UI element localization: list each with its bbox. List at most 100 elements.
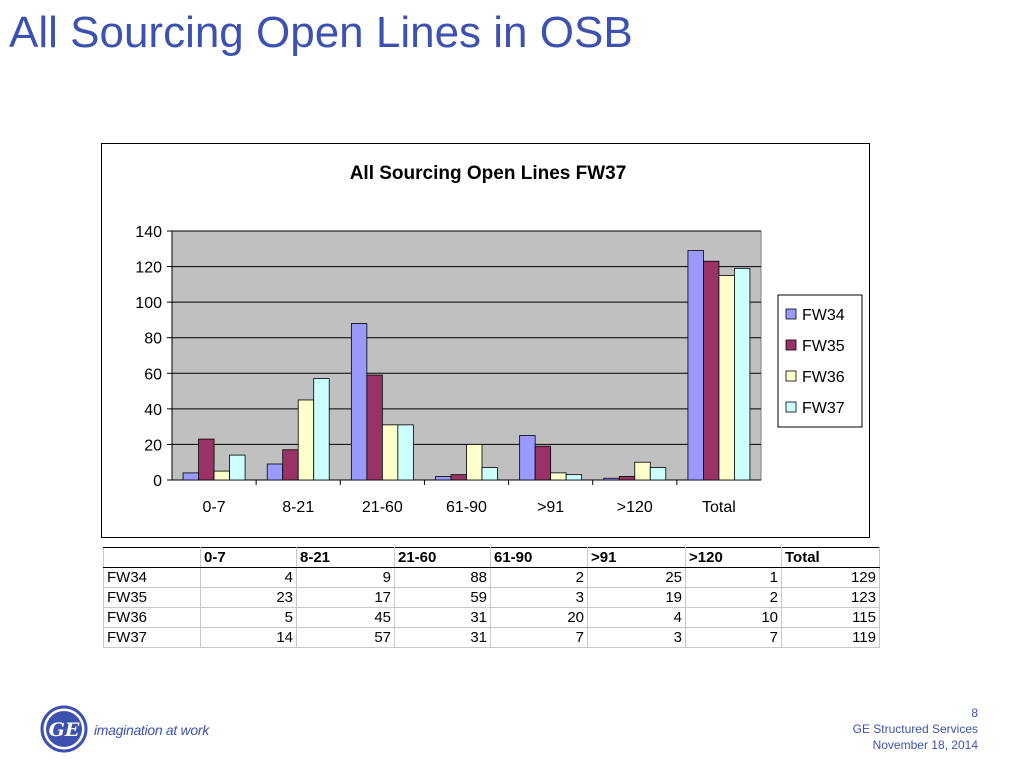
table-cell: 1: [685, 567, 782, 588]
table-cell: 10: [685, 607, 782, 628]
x-tick-label: >91: [537, 499, 564, 516]
bar-fw35-4: [534, 445, 552, 481]
bar-fw37-4: [565, 474, 583, 481]
plot-area: [171, 230, 762, 481]
row-label: FW35: [103, 587, 201, 608]
table-row: FW36 5 45 31 20 4 10 115: [103, 607, 880, 628]
row-label: FW37: [103, 627, 201, 648]
x-tick-label: 21-60: [362, 499, 403, 516]
slide-title: All Sourcing Open Lines in OSB: [9, 8, 633, 57]
column-header: >91: [587, 547, 686, 568]
table-cell: 45: [296, 607, 395, 628]
column-header: 0-7: [200, 547, 297, 568]
table-cell: 7: [685, 627, 782, 648]
column-header: >120: [685, 547, 782, 568]
column-header: 21-60: [394, 547, 491, 568]
company-name: GE Structured Services: [852, 722, 978, 736]
legend-swatch-fw36: [785, 370, 797, 382]
y-tick-label: 80: [144, 331, 162, 348]
table-cell: 4: [587, 607, 686, 628]
bar-fw37-2: [397, 424, 414, 481]
x-tick-label: Total: [702, 499, 736, 516]
table-cell: 31: [394, 627, 491, 648]
bar-fw35-0: [198, 438, 215, 481]
bar-fw37-0: [229, 454, 246, 481]
x-tick-label: 8-21: [282, 499, 314, 516]
bar-fw34-6: [687, 250, 704, 481]
bar-fw37-1: [313, 378, 330, 481]
table-cell: 31: [394, 607, 491, 628]
table-row: FW34 4 9 88 2 25 1 129: [103, 567, 880, 588]
chart-container: All Sourcing Open Lines FW37 0 20 40 60 80 100…: [101, 143, 870, 538]
table-cell: 88: [394, 567, 491, 588]
table-header-row: 0-7 8-21 21-60 61-90 >91 >120 Total: [103, 547, 880, 568]
table-cell: 119: [781, 627, 880, 648]
slide-footer: 8 GE Structured Services November 18, 20…: [853, 705, 978, 753]
table-cell: 57: [296, 627, 395, 648]
chart-title: All Sourcing Open Lines FW37: [350, 163, 627, 184]
column-header: 61-90: [490, 547, 588, 568]
bar-fw34-5: [603, 477, 620, 481]
bar-fw36-3: [466, 444, 483, 481]
page-number: 8: [971, 706, 978, 720]
column-header: 8-21: [296, 547, 395, 568]
table-cell: 5: [200, 607, 297, 628]
table-cell: 59: [394, 587, 491, 608]
table-row: FW35 23 17 59 3 19 2 123: [103, 587, 880, 608]
bar-fw34-0: [182, 472, 199, 481]
legend-label-fw35: FW35: [802, 338, 845, 355]
row-label: FW34: [103, 567, 201, 588]
table-cell: 115: [781, 607, 880, 628]
slide-date: November 18, 2014: [872, 738, 978, 752]
table-row: FW37 14 57 31 7 3 7 119: [103, 627, 880, 648]
table-cell: 25: [587, 567, 686, 588]
bar-chart: All Sourcing Open Lines FW37 0 20 40 60 80 100…: [135, 163, 863, 516]
bar-fw37-6: [734, 267, 751, 481]
table-cell: 129: [781, 567, 880, 588]
y-tick-label: 0: [153, 473, 162, 490]
bar-fw35-6: [703, 260, 720, 481]
bar-fw34-4: [519, 435, 536, 481]
table-cell: 3: [587, 627, 686, 648]
table-cell: 3: [490, 587, 588, 608]
table-cell: 23: [200, 587, 297, 608]
table-cell: 20: [490, 607, 588, 628]
table-cell: 2: [490, 567, 588, 588]
y-tick-label: 60: [144, 366, 162, 383]
bar-fw36-4: [550, 472, 567, 481]
bar-fw37-5: [649, 467, 667, 481]
table-cell: 4: [200, 567, 297, 588]
legend-label-fw36: FW36: [802, 369, 845, 386]
bar-fw36-2: [381, 424, 399, 481]
table-cell: 9: [296, 567, 395, 588]
legend-label-fw37: FW37: [802, 400, 845, 417]
bar-fw35-1: [282, 449, 299, 481]
bar-fw36-1: [297, 399, 315, 481]
bar-fw35-5: [618, 476, 636, 481]
row-label: FW36: [103, 607, 201, 628]
legend-label-fw34: FW34: [802, 307, 845, 324]
bar-fw34-3: [435, 476, 452, 481]
y-tick-label: 100: [135, 295, 162, 312]
y-tick-label: 140: [135, 224, 162, 241]
y-tick-label: 40: [144, 402, 162, 419]
data-table: 0-7 8-21 21-60 61-90 >91 >120 Total FW34 4 9 88 2 25…: [103, 547, 880, 648]
table-cell: 17: [296, 587, 395, 608]
bar-fw35-3: [450, 474, 467, 481]
y-tick-label: 120: [135, 260, 162, 277]
x-tick-label: 61-90: [446, 499, 487, 516]
table-cell: 7: [490, 627, 588, 648]
bar-fw34-2: [350, 323, 368, 481]
y-tick-label: 20: [144, 437, 162, 454]
x-tick-label: >120: [617, 499, 653, 516]
bar-fw36-0: [213, 470, 230, 481]
legend-swatch-fw34: [785, 308, 797, 320]
bar-fw35-2: [366, 374, 383, 481]
tagline: imagination at work: [94, 722, 209, 738]
ge-logo: GE: [40, 705, 88, 753]
bar-fw36-5: [634, 461, 651, 481]
x-tick-label: 0-7: [203, 499, 226, 516]
table-cell: 19: [587, 587, 686, 608]
table-cell: 123: [781, 587, 880, 608]
table-cell: 14: [200, 627, 297, 648]
